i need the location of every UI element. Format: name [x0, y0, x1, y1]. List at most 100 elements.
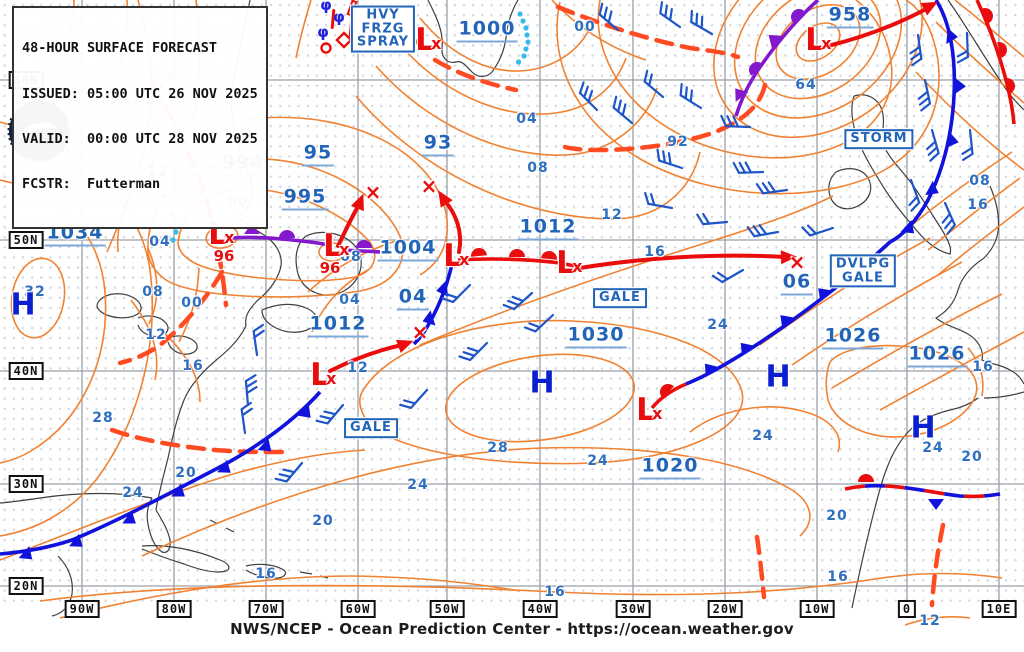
wind-barb-line: [466, 346, 480, 353]
wind-barb-line: [507, 299, 520, 307]
ice-edge-dot: [524, 32, 530, 38]
front-marker-triangle: [900, 220, 915, 234]
ice-edge-dot: [515, 59, 522, 65]
coastline: [146, 497, 171, 553]
isobar-value-label: 16: [827, 569, 849, 585]
wind-barb-line: [643, 80, 665, 99]
front-marker-semicircle: [791, 9, 804, 24]
wind-barb: [801, 224, 835, 237]
wind-barb-line: [946, 223, 956, 235]
warning-box-line: STORM: [850, 131, 908, 147]
isobar-value-label: 16: [544, 584, 566, 600]
gale-east-warning-box: GALE: [593, 288, 647, 308]
wind-barb: [941, 201, 956, 235]
hvy-frzg-spray-warning-box: HVY FRZG SPRAY: [350, 5, 416, 53]
pressure-center-label: 1012: [307, 313, 369, 338]
isobar: [597, 0, 893, 159]
low-center-x-mark: x: [224, 228, 235, 247]
wind-barb-line: [690, 9, 693, 24]
wind-barb-line: [758, 224, 768, 236]
wind-barb: [925, 128, 940, 162]
wind-barb-line: [941, 212, 951, 224]
movement-arrow: [328, 343, 404, 373]
position-x-mark: ×: [420, 174, 438, 198]
movement-arrowhead: [396, 339, 414, 353]
isobar-value-label: 24: [707, 317, 729, 333]
front-marker-triangle: [422, 310, 436, 326]
wind-barb-line: [917, 90, 929, 100]
cold-front: [412, 263, 454, 346]
pressure-center-label: 1020: [639, 455, 701, 480]
wind-barb: [598, 2, 620, 32]
wind-barb: [240, 401, 253, 435]
wind-barb-line: [656, 148, 661, 162]
wind-barb-line: [578, 81, 585, 95]
forecast-header-box: 48-HOUR SURFACE FORECAST ISSUED: 05:00 U…: [12, 6, 268, 229]
front-marker-semicircle: [982, 8, 993, 24]
isobar: [141, 446, 811, 557]
longitude-label: 90W: [64, 600, 100, 618]
front-marker-triangle: [217, 459, 231, 473]
wind-barb: [690, 9, 714, 36]
isobar: [307, 240, 397, 293]
wind-barb-line: [726, 115, 734, 128]
header-valid: VALID: 00:00 UTC 28 NOV 2025: [22, 130, 258, 147]
front-marker-triangle: [954, 78, 966, 94]
low-center-x-mark: x: [459, 250, 470, 269]
isobar-value-label: 08: [142, 284, 164, 300]
wind-barb-line: [961, 146, 973, 156]
wind-barb-line: [961, 152, 974, 161]
longitude-label: 40W: [522, 600, 558, 618]
wind-barb-line: [612, 95, 618, 109]
wind-barb-line: [732, 115, 740, 128]
occluded-front: [734, 0, 820, 117]
wind-barb: [399, 388, 429, 409]
wind-barb-line: [925, 140, 937, 151]
front-marker-triangle: [928, 499, 944, 510]
longitude-label: 20W: [707, 600, 743, 618]
frzg-spray-symbol: [335, 31, 353, 49]
position-x-mark: ×: [364, 180, 382, 204]
isobar: [355, 95, 701, 220]
wind-barb-line: [253, 329, 265, 339]
ice-edge-dot: [523, 25, 529, 31]
longitude-label: 80W: [156, 600, 192, 618]
coastline: [851, 94, 952, 255]
wind-barb-line: [767, 181, 777, 193]
movement-arrowhead: [780, 250, 797, 265]
front-marker-triangle: [297, 404, 311, 418]
wind-barb: [961, 128, 974, 161]
latitude-label: 40N: [8, 362, 44, 380]
longitude-label: 10W: [799, 600, 835, 618]
low-center-x-mark: x: [652, 404, 663, 423]
wind-barb-line: [647, 202, 674, 210]
occluded-front: [343, 248, 381, 254]
ice-edge-dot: [525, 39, 531, 45]
wind-barb-line: [534, 313, 555, 333]
movement-arrow: [578, 253, 786, 270]
low-center-x-mark: x: [821, 34, 832, 53]
longitude-label: 10E: [981, 600, 1017, 618]
wind-barb-line: [315, 419, 329, 425]
coastline: [155, 325, 247, 511]
isobar-value-label: 16: [972, 359, 994, 375]
pressure-center-label: 04: [396, 286, 430, 311]
wind-barb-line: [944, 218, 954, 230]
header-forecaster: FCSTR: Futterman: [22, 176, 161, 193]
wind-barb-line: [598, 2, 604, 16]
wind-barb-line: [403, 399, 417, 405]
wind-barb-line: [956, 55, 969, 64]
coastline: [141, 545, 230, 573]
isobar-value-label: 12: [919, 613, 941, 629]
isobar-value-label: 28: [92, 410, 114, 426]
wind-barb-line: [649, 193, 656, 206]
wind-barb-line: [968, 128, 974, 155]
wind-barb-line: [587, 89, 594, 103]
front-marker-semicircle: [356, 240, 372, 248]
isobar: [130, 299, 158, 381]
pressure-center-label: 1012: [517, 216, 579, 241]
wind-barb: [612, 95, 634, 125]
pressure-center-label: 1000: [456, 18, 518, 43]
